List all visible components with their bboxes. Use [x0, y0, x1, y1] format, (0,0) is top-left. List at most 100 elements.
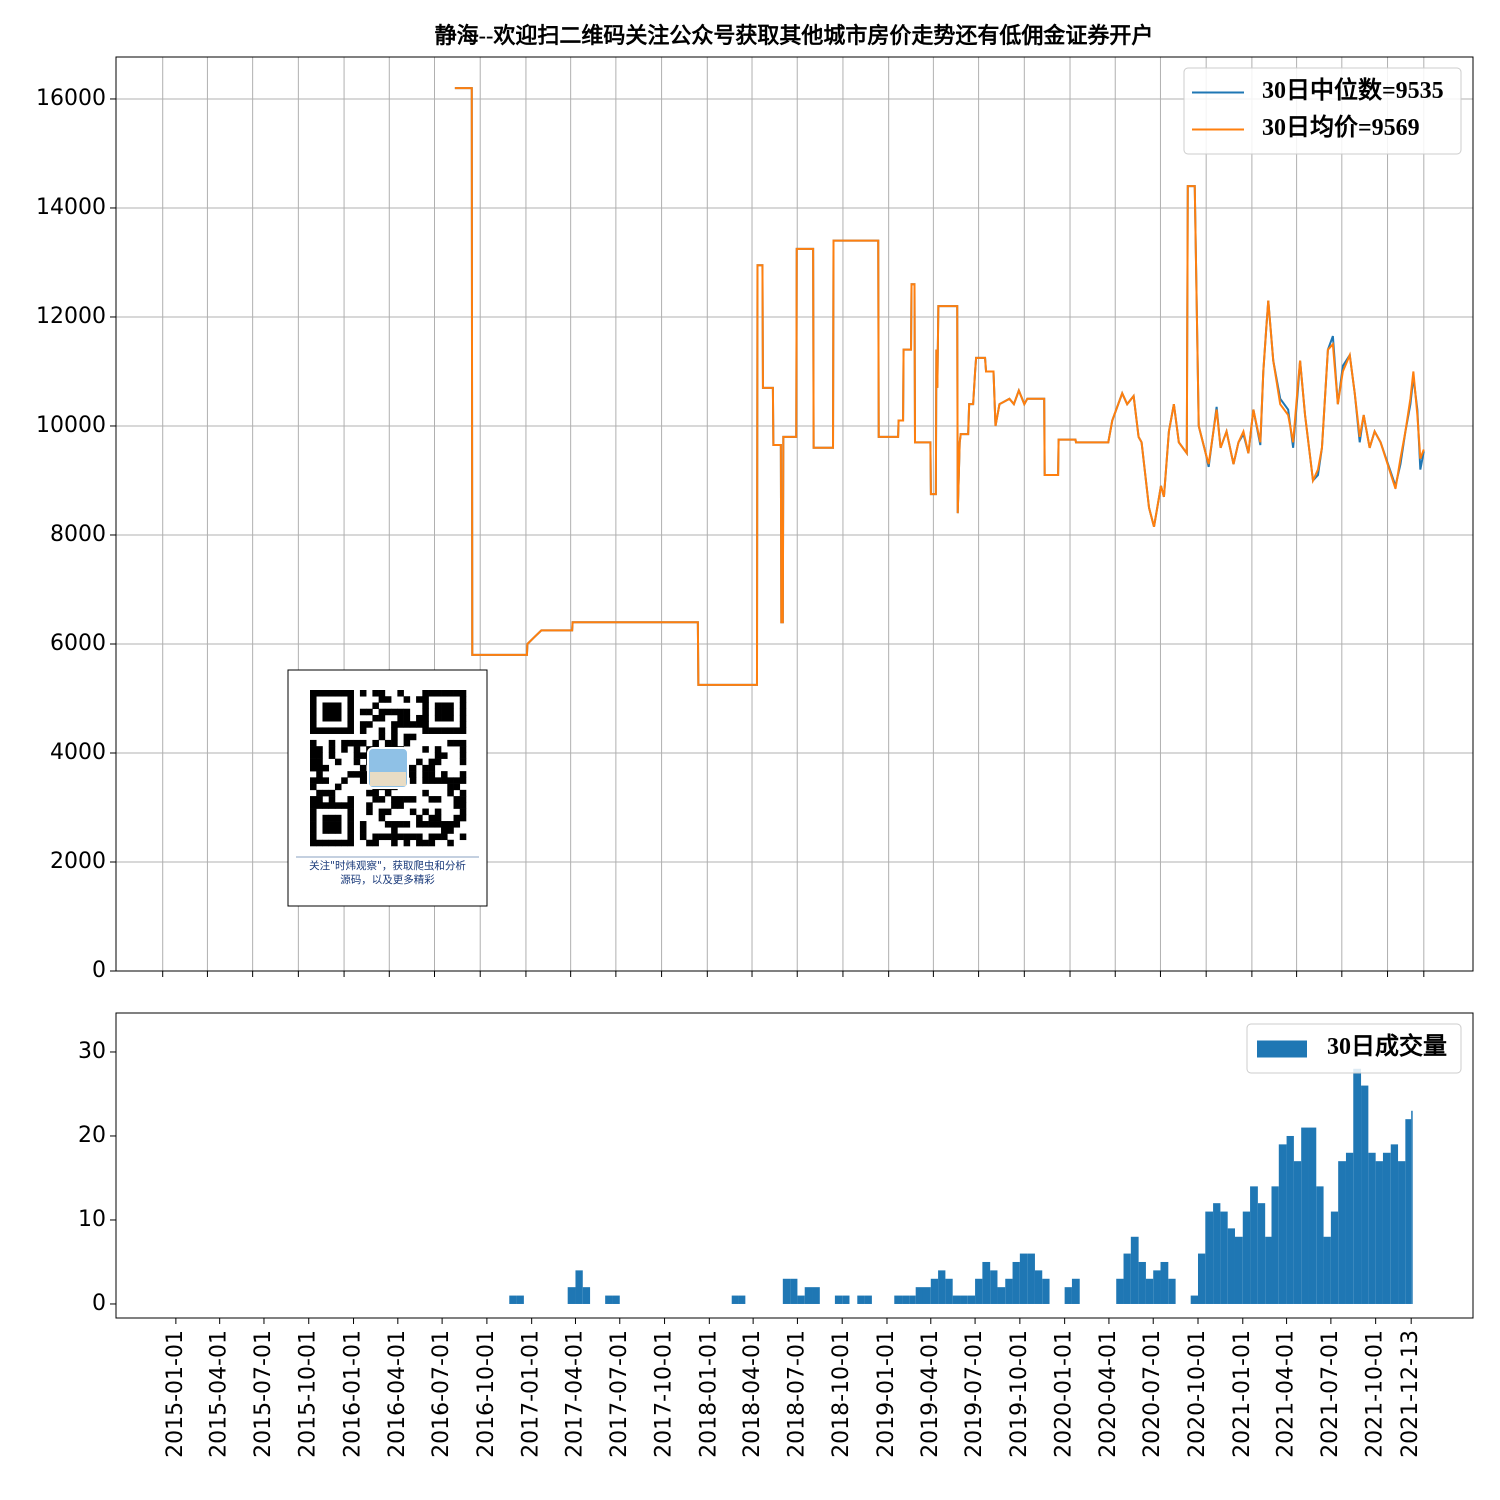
- qr-module: [397, 708, 404, 716]
- qr-module: [310, 721, 317, 728]
- qr-module: [372, 789, 379, 797]
- y-tick-label: 14000: [36, 195, 106, 220]
- qr-module: [391, 839, 398, 847]
- qr-module: [310, 821, 317, 828]
- qr-module: [422, 764, 429, 772]
- qr-module: [310, 814, 317, 822]
- qr-module: [328, 708, 336, 716]
- qr-module: [403, 739, 411, 747]
- x-tick-label: 2016-04-01: [385, 1330, 410, 1458]
- qr-module: [316, 789, 323, 797]
- qr-module: [328, 796, 336, 803]
- bar: [1316, 1186, 1324, 1304]
- qr-module: [328, 752, 336, 759]
- qr-module: [316, 771, 323, 778]
- x-tick-label: 2021-12-13: [1398, 1330, 1423, 1458]
- qr-module: [353, 739, 361, 747]
- qr-module: [459, 789, 467, 797]
- qr-module: [366, 802, 373, 809]
- qr-module: [310, 739, 317, 747]
- qr-module: [347, 821, 354, 828]
- qr-module: [310, 796, 317, 803]
- qr-module: [409, 764, 417, 772]
- qr-module: [347, 814, 354, 822]
- qr-module: [384, 789, 392, 797]
- y-tick-label: 16000: [36, 86, 106, 111]
- qr-module: [316, 758, 323, 766]
- qr-module: [459, 758, 467, 766]
- qr-module: [441, 690, 448, 697]
- qr-module: [310, 727, 317, 734]
- bar: [567, 1287, 576, 1304]
- qr-module: [372, 839, 379, 847]
- y-tick-label: 10: [78, 1207, 106, 1232]
- qr-module: [347, 714, 354, 722]
- qr-module: [341, 839, 348, 847]
- qr-module: [453, 814, 461, 822]
- qr-module: [310, 702, 317, 710]
- bar: [1375, 1161, 1383, 1304]
- qr-module: [403, 714, 411, 722]
- bar: [1398, 1161, 1406, 1304]
- qr-module: [322, 827, 330, 834]
- qr-module: [459, 727, 467, 734]
- qr-module: [378, 708, 386, 716]
- x-tick-label: 2021-10-01: [1363, 1330, 1388, 1458]
- qr-module: [459, 802, 467, 809]
- bar: [857, 1295, 865, 1304]
- qr-caption: 关注"时炜观察"，获取爬虫和分析: [309, 859, 466, 872]
- bar: [1064, 1287, 1072, 1304]
- qr-module: [316, 796, 323, 803]
- qr-module: [441, 702, 448, 710]
- plot-frame: [115, 1012, 1474, 1319]
- qr-module: [428, 771, 436, 778]
- qr-module: [347, 796, 354, 803]
- bar: [1005, 1278, 1013, 1304]
- bar: [582, 1287, 591, 1304]
- bar: [1411, 1110, 1413, 1304]
- qr-module: [359, 690, 367, 697]
- bar: [1265, 1236, 1272, 1304]
- qr-module: [422, 708, 429, 716]
- qr-module: [422, 821, 429, 828]
- legend-label: 30日中位数=9535: [1262, 76, 1444, 104]
- qr-module: [310, 783, 317, 791]
- qr-module: [403, 708, 411, 716]
- qr-module: [359, 739, 367, 747]
- y-tick-label: 30: [78, 1039, 106, 1064]
- qr-module: [310, 758, 317, 766]
- qr-module: [322, 777, 330, 784]
- qr-module: [328, 690, 336, 697]
- qr-module: [316, 777, 323, 784]
- qr-module: [372, 739, 379, 747]
- qr-module: [334, 758, 342, 766]
- x-tick-label: 2019-07-01: [962, 1330, 987, 1458]
- qr-module: [341, 802, 348, 809]
- qr-module: [322, 708, 330, 716]
- qr-module: [422, 746, 429, 753]
- qr-module: [359, 771, 367, 778]
- qr-module: [384, 739, 392, 747]
- bar: [1353, 1068, 1362, 1304]
- qr-module: [391, 739, 398, 747]
- qr-module: [453, 739, 461, 747]
- qr-module: [447, 777, 454, 784]
- qr-module: [441, 833, 448, 841]
- qr-module: [453, 802, 461, 809]
- bar: [1012, 1261, 1020, 1304]
- qr-module: [428, 821, 436, 828]
- bar: [1213, 1203, 1221, 1304]
- bar: [1368, 1152, 1376, 1304]
- qr-module: [447, 714, 454, 722]
- qr-module: [347, 808, 354, 816]
- qr-module: [441, 827, 448, 834]
- qr-module: [441, 777, 448, 784]
- qr-module: [441, 771, 448, 778]
- qr-module: [391, 796, 398, 803]
- qr-module: [428, 814, 436, 822]
- x-tick-label: 2020-01-01: [1052, 1330, 1077, 1458]
- qr-module: [397, 721, 404, 728]
- qr-logo-sand: [370, 772, 406, 786]
- qr-module: [422, 839, 429, 847]
- bar: [945, 1278, 953, 1304]
